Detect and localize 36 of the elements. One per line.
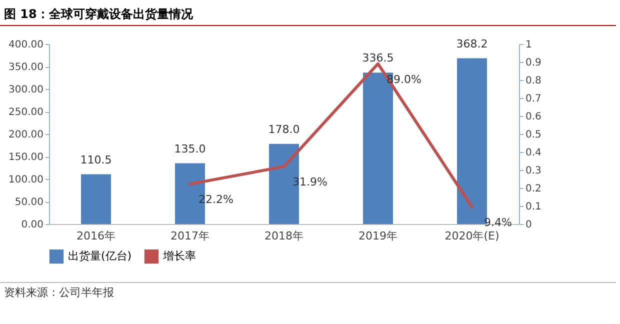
y2-tick-label: 0.7: [526, 94, 542, 104]
data-label: 178.0: [268, 122, 300, 136]
y-tick-label: 50.00: [14, 197, 44, 208]
y-tick-label: 200.00: [8, 130, 44, 140]
chart-title: 图 18：全球可穿戴设备出货量情况: [0, 0, 616, 26]
y2-tick-label: 0.9: [526, 58, 542, 68]
y2-tick-label: 0.6: [526, 112, 542, 122]
data-label: 110.5: [80, 153, 112, 166]
bar: [81, 174, 111, 224]
x-tick-label: 2020年(E): [444, 230, 500, 242]
x-tick-label: 2018年: [264, 230, 304, 242]
y2-tick-label: 0.8: [526, 76, 542, 86]
y-tick-label: 0.00: [21, 220, 44, 230]
data-label: 368.2: [456, 37, 488, 50]
y-tick-label: 100.00: [8, 174, 44, 186]
x-tick-label: 2019年: [358, 230, 398, 242]
data-label: 9.4%: [484, 216, 512, 230]
legend-label: 出货量(亿台): [68, 250, 132, 263]
x-tick-label: 2016年: [76, 230, 116, 242]
y2-tick-label: 1: [526, 40, 532, 50]
y-tick-label: 350.00: [8, 62, 44, 73]
data-label: 135.0: [174, 142, 206, 156]
y-tick-label: 400.00: [8, 40, 44, 50]
y2-tick-label: 0.2: [526, 184, 542, 194]
y2-tick-label: 0.3: [526, 166, 542, 176]
x-tick-label: 2017年: [170, 230, 210, 242]
text: 资料来源：公司半年报: [0, 282, 616, 300]
y-tick-label: 250.00: [8, 107, 44, 118]
y-tick-label: 300.00: [8, 84, 44, 96]
data-label: 336.5: [362, 52, 394, 65]
y2-tick-label: 0.1: [526, 202, 542, 212]
y2-tick-label: 0.4: [526, 148, 542, 158]
y-tick-label: 150.00: [8, 152, 44, 163]
legend-label: 增长率: [162, 250, 196, 263]
y2-tick-label: 0: [526, 220, 532, 230]
y2-tick-label: 0.5: [526, 130, 542, 140]
